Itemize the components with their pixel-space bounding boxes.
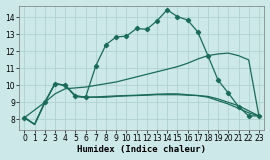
X-axis label: Humidex (Indice chaleur): Humidex (Indice chaleur) xyxy=(77,145,206,154)
